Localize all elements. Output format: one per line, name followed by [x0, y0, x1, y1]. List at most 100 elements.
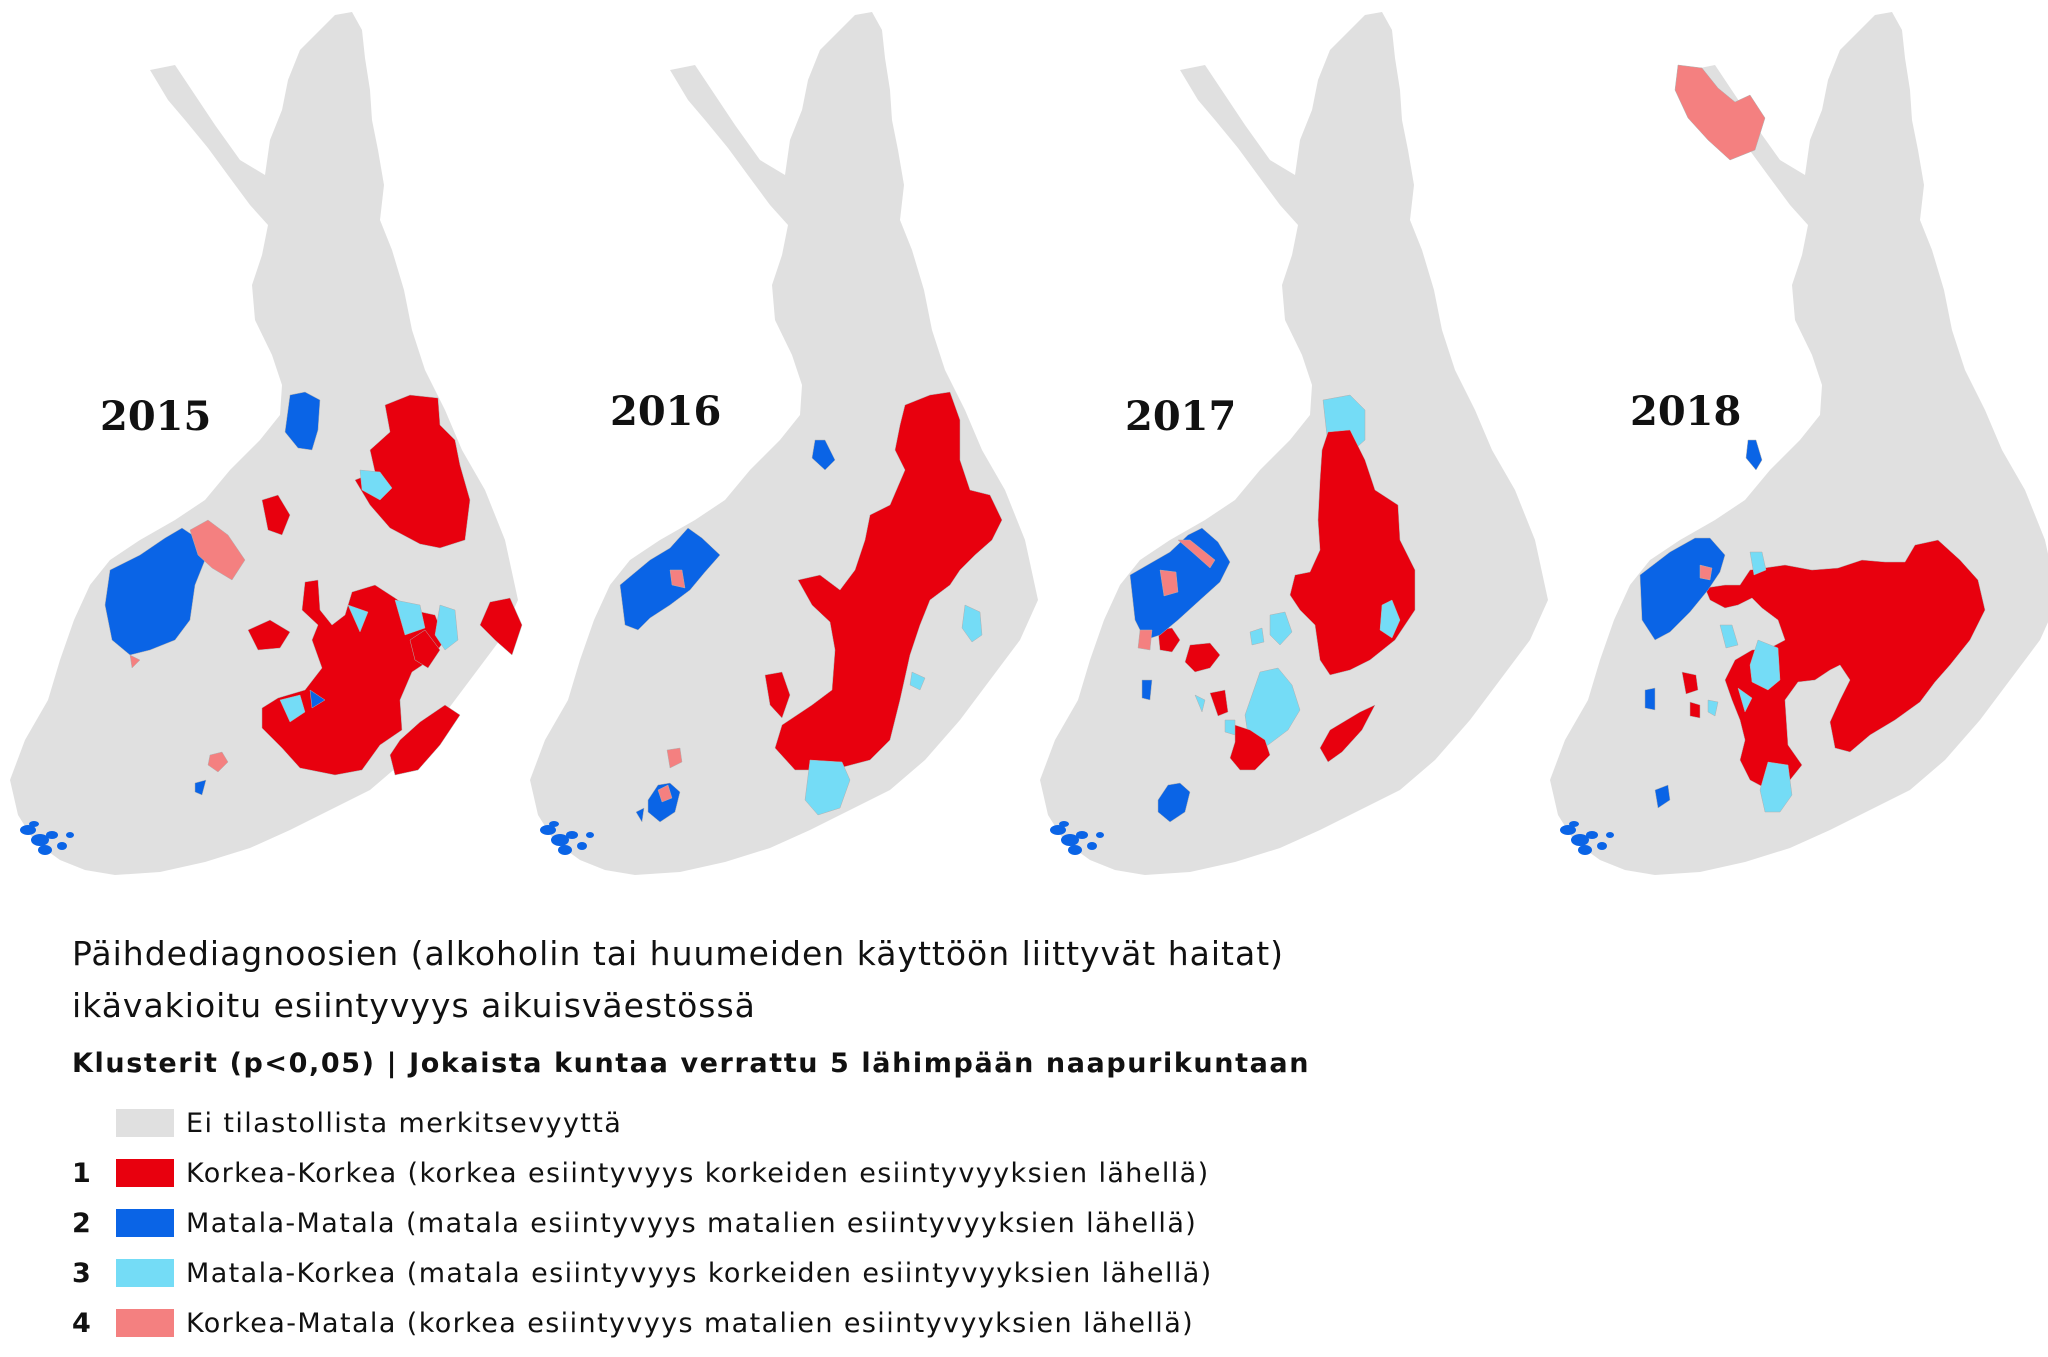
title-line-1: Päihdediagnoosien (alkoholin tai huumeid…: [72, 934, 1285, 973]
cluster-high-high: [1704, 539, 1986, 789]
aland-island: [540, 825, 556, 835]
cluster-high-high: [764, 671, 791, 719]
cluster-low-high: [394, 599, 426, 636]
cluster-high-high: [354, 394, 471, 549]
aland-island: [31, 834, 49, 846]
cluster-high-high: [247, 619, 291, 651]
map-panel-2015: [10, 12, 523, 875]
cluster-low-low: [811, 439, 836, 471]
legend-swatch-high-high: [116, 1159, 174, 1187]
cluster-low-low: [194, 779, 207, 796]
cluster-low-high: [1379, 599, 1401, 639]
aland-island: [1059, 821, 1069, 827]
aland-island: [38, 845, 52, 855]
cluster-low-low: [309, 689, 326, 709]
legend-label: Matala-Korkea (matala esiintyvyys korkei…: [186, 1257, 1213, 1289]
legend-number: 1: [72, 1157, 91, 1189]
cluster-high-low: [669, 569, 686, 589]
aland-island: [586, 832, 594, 838]
cluster-low-low: [1644, 687, 1656, 711]
cluster-high-low: [666, 747, 683, 769]
legend-item-low-low: 2 Matala-Matala (matala esiintyvyys mata…: [72, 1198, 1213, 1248]
legend-swatch-high-low: [116, 1309, 174, 1337]
cluster-high-high: [1319, 704, 1376, 763]
cluster-low-high: [1244, 667, 1301, 751]
map-panels: 2015 2016 2017 2018: [10, 12, 2048, 875]
year-label-2018: 2018: [1630, 388, 1741, 435]
aland-island: [549, 821, 559, 827]
aland-island: [57, 842, 67, 850]
legend-item-high-high: 1 Korkea-Korkea (korkea esiintyvyys kork…: [72, 1148, 1213, 1198]
aland-island: [1061, 834, 1079, 846]
cluster-low-high: [359, 469, 393, 501]
aland-island: [1050, 825, 1066, 835]
year-label-2016: 2016: [610, 388, 721, 435]
cluster-low-high: [961, 604, 983, 643]
cluster-high-low: [1159, 569, 1179, 597]
cluster-low-low: [1654, 784, 1671, 809]
cluster-low-low: [1745, 439, 1763, 471]
cluster-high-low: [1674, 64, 1766, 161]
cluster-high-high: [1681, 671, 1699, 695]
aland-island: [1578, 845, 1592, 855]
legend-label: Matala-Matala (matala esiintyvyys matali…: [186, 1207, 1198, 1239]
legend: Ei tilastollista merkitsevyyttä 1 Korkea…: [72, 1098, 1213, 1348]
cluster-low-low: [1141, 679, 1153, 701]
cluster-low-low: [647, 782, 681, 823]
aland-island: [66, 832, 74, 838]
cluster-low-low: [284, 391, 321, 451]
cluster-high-low: [129, 654, 141, 669]
cluster-low-high: [1707, 699, 1719, 717]
legend-number: 4: [72, 1307, 91, 1339]
year-label-2015: 2015: [100, 393, 211, 440]
cluster-low-low: [635, 807, 645, 823]
legend-label: Korkea-Korkea (korkea esiintyvyys korkei…: [186, 1157, 1210, 1189]
map-title: Päihdediagnoosien (alkoholin tai huumeid…: [72, 928, 1284, 1032]
aland-island: [566, 831, 578, 839]
aland-island: [1597, 842, 1607, 850]
year-label-2017: 2017: [1125, 393, 1236, 440]
cluster-high-high: [1184, 642, 1221, 673]
cluster-high-high: [261, 494, 291, 536]
aland-island: [558, 845, 572, 855]
aland-island: [1606, 832, 1614, 838]
aland-island: [1076, 831, 1088, 839]
cluster-high-low: [189, 519, 246, 581]
legend-item-none: Ei tilastollista merkitsevyyttä: [72, 1098, 1213, 1148]
legend-swatch-low-high: [116, 1259, 174, 1287]
legend-item-high-low: 4 Korkea-Matala (korkea esiintyvyys mata…: [72, 1298, 1213, 1348]
cluster-low-low: [1639, 537, 1726, 641]
cluster-low-high: [1269, 611, 1293, 646]
cluster-low-high: [347, 604, 369, 633]
aland-island: [20, 825, 36, 835]
finland-outline: [1040, 12, 1548, 875]
aland-island: [1087, 842, 1097, 850]
legend-number: 2: [72, 1207, 91, 1239]
cluster-low-high: [1719, 624, 1739, 649]
cluster-low-low: [104, 527, 206, 656]
legend-label: Ei tilastollista merkitsevyyttä: [186, 1107, 623, 1139]
map-panel-2017: [1040, 12, 1548, 875]
legend-subtitle: Klusterit (p<0,05) | Jokaista kuntaa ver…: [72, 1048, 1311, 1079]
finland-outline: [530, 12, 1038, 875]
finland-outline: [1550, 12, 2048, 875]
cluster-high-low: [207, 751, 229, 773]
aland-island: [29, 821, 39, 827]
aland-island: [551, 834, 569, 846]
aland-island: [1096, 832, 1104, 838]
cluster-high-low: [1699, 564, 1713, 581]
cluster-low-high: [1749, 639, 1781, 691]
legend-swatch-low-low: [116, 1209, 174, 1237]
cluster-high-high: [1157, 627, 1181, 653]
aland-island: [1560, 825, 1576, 835]
cluster-low-high: [434, 604, 459, 651]
cluster-high-low: [1177, 539, 1216, 569]
cluster-high-high: [409, 629, 441, 669]
aland-island: [1586, 831, 1598, 839]
cluster-low-high: [1759, 761, 1793, 813]
aland-island: [1068, 845, 1082, 855]
cluster-high-high: [1209, 689, 1229, 717]
map-panel-2018: [1550, 12, 2048, 875]
aland-island: [1571, 834, 1589, 846]
cluster-low-high: [279, 694, 306, 723]
